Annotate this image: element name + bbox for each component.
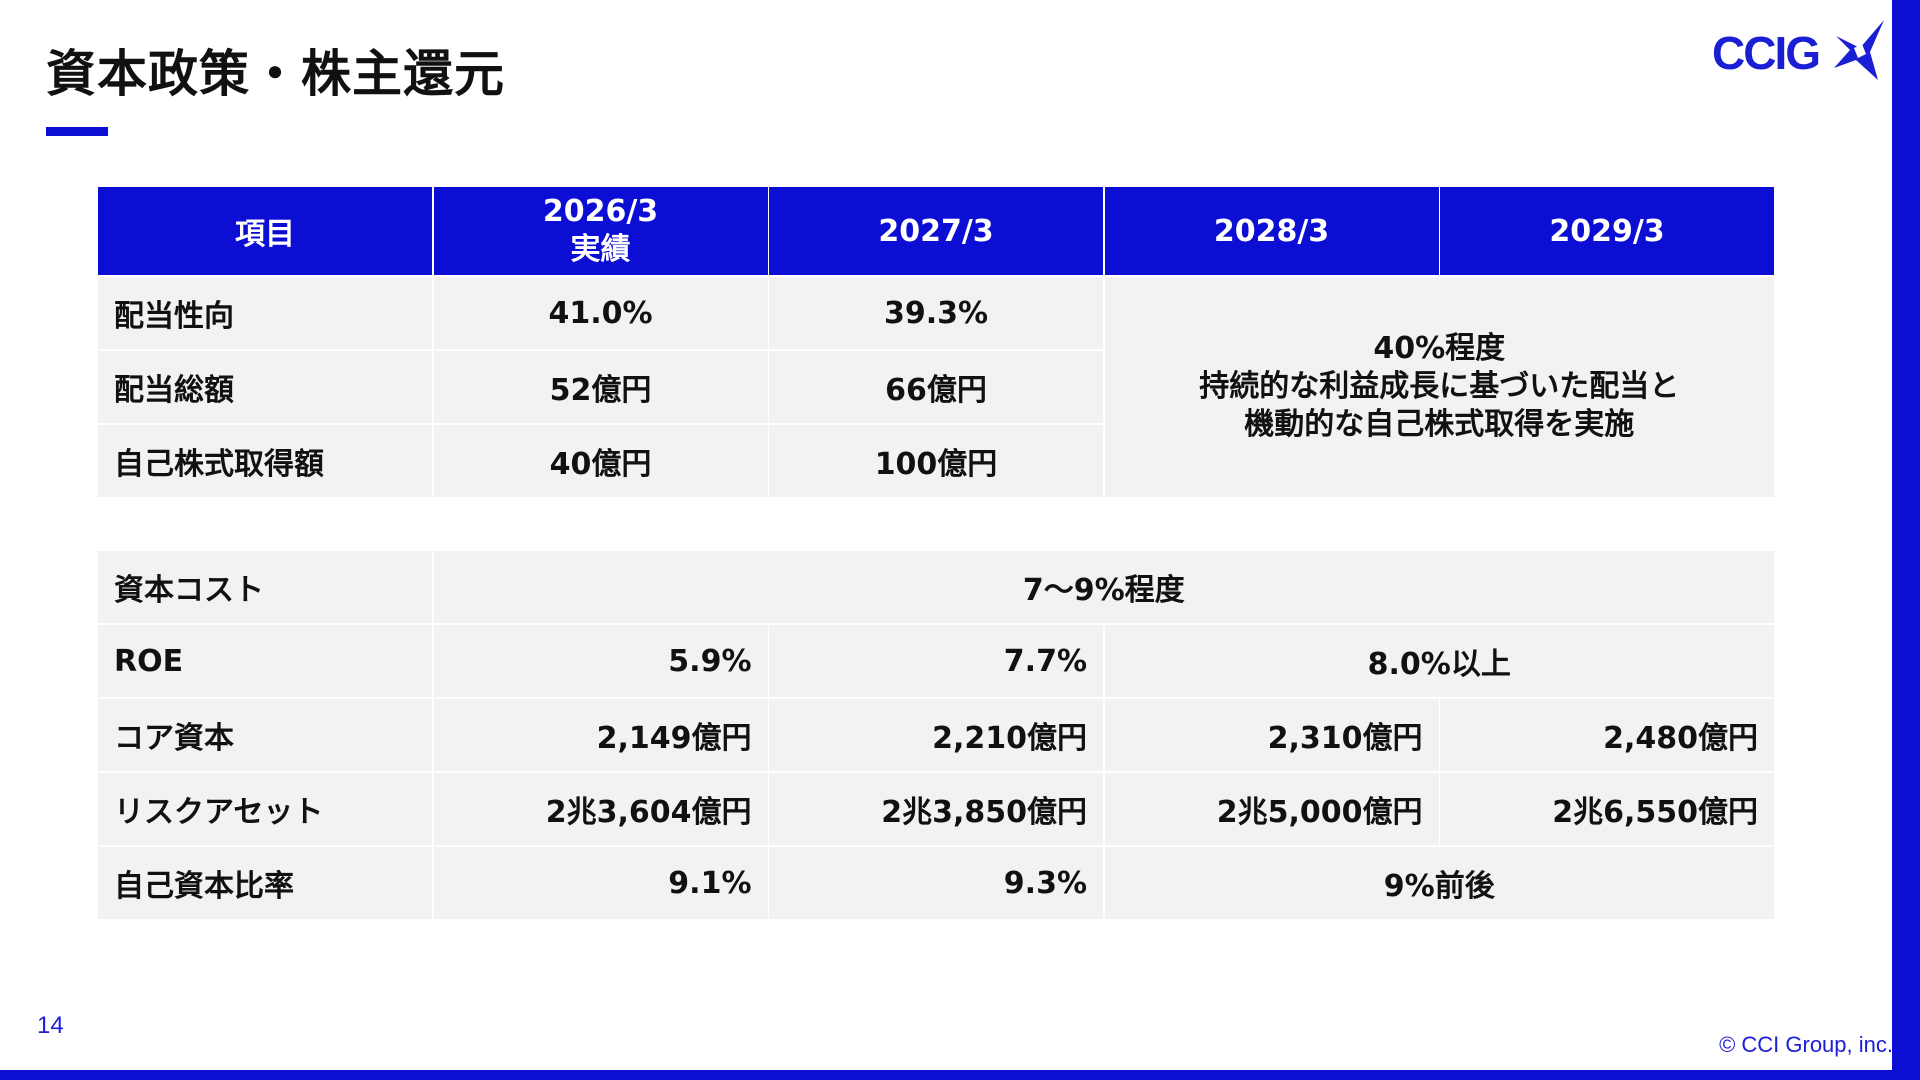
risk-assets-2028: 2兆5,000億円: [1104, 773, 1439, 845]
row-equity-ratio-label: 自己資本比率: [98, 847, 432, 919]
core-capital-2028: 2,310億円: [1104, 699, 1439, 771]
roe-2027: 7.7%: [769, 625, 1103, 697]
policy-note-line-2: 持続的な利益成長に基づいた配当と: [1199, 369, 1680, 404]
star-mark-icon: [1834, 20, 1884, 80]
payout-ratio-2027: 39.3%: [769, 277, 1103, 349]
risk-assets-2027: 2兆3,850億円: [769, 773, 1103, 845]
title-underline-accent: [46, 127, 108, 136]
header-2029: 2029/3: [1440, 187, 1774, 275]
dividend-total-2027: 66億円: [769, 351, 1103, 423]
header-item: 項目: [98, 187, 432, 275]
core-capital-2029: 2,480億円: [1440, 699, 1774, 771]
row-core-capital-label: コア資本: [98, 699, 432, 771]
bottom-brand-bar: [0, 1070, 1920, 1080]
right-edge-stripe: [1892, 0, 1920, 1080]
row-payout-ratio-label: 配当性向: [98, 277, 432, 349]
row-buyback-label: 自己株式取得額: [98, 425, 432, 497]
shareholder-return-table: 項目 2026/3 実績 2027/3 2028/3 2029/3 配当性向 4…: [98, 187, 1774, 497]
dividend-total-2026: 52億円: [433, 351, 768, 423]
header-2028: 2028/3: [1104, 187, 1439, 275]
roe-2026: 5.9%: [433, 625, 768, 697]
copyright-notice: © CCI Group, inc.: [1719, 1032, 1893, 1057]
row-capital-cost-label: 資本コスト: [98, 551, 432, 623]
capital-metrics-table: 資本コスト 7〜9%程度 ROE 5.9% 7.7% 8.0%以上 コア資本 2…: [98, 551, 1774, 919]
row-dividend-total-label: 配当総額: [98, 351, 432, 423]
equity-ratio-2027: 9.3%: [769, 847, 1103, 919]
buyback-2027: 100億円: [769, 425, 1103, 497]
row-roe-label: ROE: [98, 625, 432, 697]
page-title: 資本政策・株主還元: [46, 45, 505, 103]
payout-ratio-2026: 41.0%: [433, 277, 768, 349]
company-logo: CCIG: [1712, 18, 1892, 90]
page-number: 14: [37, 1012, 64, 1039]
roe-2028-2029: 8.0%以上: [1104, 625, 1774, 697]
equity-ratio-2026: 9.1%: [433, 847, 768, 919]
capital-cost-value: 7〜9%程度: [433, 551, 1774, 623]
header-2026-year: 2026/3: [542, 194, 659, 229]
core-capital-2026: 2,149億円: [433, 699, 768, 771]
core-capital-2027: 2,210億円: [769, 699, 1103, 771]
policy-note-2028-2029: 40%程度 持続的な利益成長に基づいた配当と 機動的な自己株式取得を実施: [1104, 277, 1774, 497]
risk-assets-2026: 2兆3,604億円: [433, 773, 768, 845]
equity-ratio-2028-2029: 9%前後: [1104, 847, 1774, 919]
policy-note-line-1: 40%程度: [1373, 331, 1506, 366]
buyback-2026: 40億円: [433, 425, 768, 497]
row-risk-assets-label: リスクアセット: [98, 773, 432, 845]
risk-assets-2029: 2兆6,550億円: [1440, 773, 1774, 845]
policy-note-line-3: 機動的な自己株式取得を実施: [1244, 407, 1635, 442]
header-2026: 2026/3 実績: [433, 187, 768, 275]
header-2026-actual: 実績: [570, 232, 631, 267]
header-2027: 2027/3: [769, 187, 1103, 275]
logo-wordmark: CCIG: [1712, 27, 1821, 79]
